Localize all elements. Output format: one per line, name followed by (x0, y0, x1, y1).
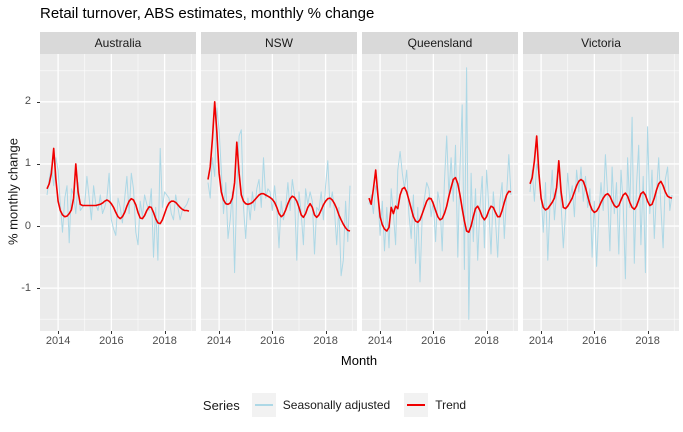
facet-strip-queensland: Queensland (362, 32, 518, 54)
x-axis-victoria: 2014 2016 2018 (523, 331, 679, 353)
x-tick-mark (219, 331, 221, 334)
chart-title: Retail turnover, ABS estimates, monthly … (40, 5, 375, 22)
x-tick-mark (380, 331, 382, 334)
trend-line-swatch (407, 404, 426, 406)
y-tick-mark (37, 226, 40, 228)
x-axis-nsw: 2014 2016 2018 (201, 331, 357, 353)
legend-key-seasonally-adjusted (251, 393, 276, 417)
x-tick-label: 2018 (152, 335, 177, 347)
x-axis-queensland: 2014 2016 2018 (362, 331, 518, 353)
facet-strip-label: Australia (94, 36, 142, 50)
facet-strip-label: Queensland (407, 36, 473, 50)
legend-key-trend (404, 393, 429, 417)
y-tick-mark (37, 101, 40, 103)
seasonally-adjusted-line-swatch (254, 404, 273, 406)
x-axis-australia: 2014 2016 2018 (40, 331, 196, 353)
x-tick-mark (272, 331, 274, 334)
x-tick-mark (541, 331, 543, 334)
x-tick-mark (433, 331, 435, 334)
x-tick-label: 2018 (313, 335, 338, 347)
legend-label-seasonally-adjusted: Seasonally adjusted (282, 398, 391, 412)
y-tick-label: 0 (24, 219, 31, 232)
facet-panel-nsw (201, 54, 357, 331)
x-tick-label: 2014 (206, 335, 232, 347)
facet-queensland: Queensland 2014 2016 2018 (362, 32, 518, 353)
facet-australia: Australia 2014 2016 2018 (40, 32, 196, 353)
legend: Series Seasonally adjusted Trend (0, 391, 683, 419)
legend-item-seasonally-adjusted: Seasonally adjusted (251, 393, 391, 417)
facet-panel-australia (40, 54, 196, 331)
facet-strip-australia: Australia (40, 32, 196, 54)
facet-victoria: Victoria 2014 2016 2018 (523, 32, 679, 353)
x-tick-mark (325, 331, 327, 334)
x-tick-label: 2014 (367, 335, 393, 347)
y-axis: 2 1 0 -1 (0, 54, 40, 331)
x-axis-title: Month (340, 353, 378, 368)
x-tick-mark (164, 331, 166, 334)
x-tick-mark (594, 331, 596, 334)
y-tick-label: -1 (21, 281, 31, 294)
facet-panel-victoria (523, 54, 679, 331)
x-tick-label: 2016 (582, 335, 607, 347)
x-tick-label: 2016 (99, 335, 124, 347)
legend-item-trend: Trend (404, 393, 466, 417)
x-tick-mark (111, 331, 113, 334)
x-tick-label: 2016 (421, 335, 446, 347)
facet-strip-nsw: NSW (201, 32, 357, 54)
x-tick-mark (486, 331, 488, 334)
facet-panel-queensland (362, 54, 518, 331)
y-tick-mark (37, 288, 40, 290)
y-tick-mark (37, 163, 40, 165)
x-tick-label: 2014 (528, 335, 554, 347)
x-tick-mark (647, 331, 649, 334)
legend-label-trend: Trend (435, 398, 467, 412)
legend-title: Series (202, 397, 240, 413)
facet-strip-label: NSW (265, 36, 293, 50)
facet-nsw: NSW 2014 2016 2018 (201, 32, 357, 353)
facet-strip-label: Victoria (581, 36, 621, 50)
x-tick-label: 2018 (474, 335, 499, 347)
y-tick-label: 1 (24, 157, 31, 170)
x-tick-label: 2016 (260, 335, 285, 347)
y-tick-label: 2 (24, 95, 31, 108)
x-tick-label: 2018 (635, 335, 660, 347)
x-tick-label: 2014 (45, 335, 71, 347)
x-tick-mark (58, 331, 60, 334)
facet-strip-victoria: Victoria (523, 32, 679, 54)
